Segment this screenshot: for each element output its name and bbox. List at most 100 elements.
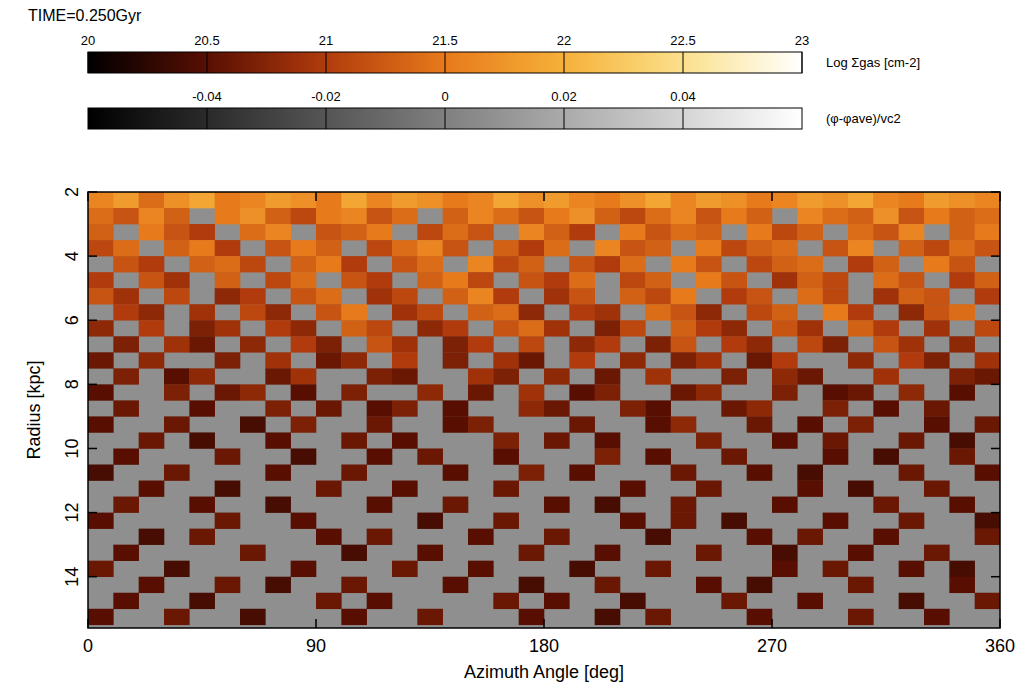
gas-cell — [975, 465, 1000, 481]
gas-cell — [721, 208, 747, 224]
gas-cell — [291, 448, 317, 464]
gas-cell — [493, 368, 519, 384]
y-tick-right — [991, 512, 1000, 514]
gas-cell — [645, 288, 671, 304]
gas-cell — [519, 272, 545, 288]
colorbar-tick-label: 20 — [81, 33, 95, 48]
gas-cell — [797, 368, 823, 384]
gas-cell — [316, 192, 342, 208]
gas-cell — [164, 384, 190, 400]
gas-cell — [671, 256, 697, 272]
gas-cell — [899, 304, 925, 320]
gas-cell — [367, 320, 393, 336]
gas-cell — [215, 448, 241, 464]
colorbar-tick — [564, 52, 565, 73]
gas-cell — [392, 192, 418, 208]
gas-cell — [899, 192, 925, 208]
gas-cell — [240, 545, 266, 561]
gas-cell — [493, 320, 519, 336]
gas-cell — [215, 320, 241, 336]
gas-cell — [595, 256, 621, 272]
gas-cell — [88, 208, 114, 224]
gas-cell — [873, 288, 899, 304]
gas-cell — [797, 593, 823, 609]
gas-cell — [417, 304, 443, 320]
gas-cell — [164, 272, 190, 288]
gas-cell — [949, 256, 975, 272]
gas-cell — [417, 272, 443, 288]
gas-cell — [291, 561, 317, 577]
gas-cell — [468, 384, 494, 400]
gas-cell — [569, 416, 595, 432]
gas-cell — [899, 272, 925, 288]
y-tick — [88, 384, 97, 386]
gas-cell — [924, 609, 950, 625]
gas-cell — [265, 304, 291, 320]
gas-cell — [848, 384, 874, 400]
gas-cell — [975, 593, 1000, 609]
gas-cell — [747, 240, 773, 256]
gas-cell — [443, 497, 469, 513]
gas-cell — [164, 368, 190, 384]
gas-cell — [164, 465, 190, 481]
x-tick — [315, 619, 317, 628]
gas-cell — [265, 224, 291, 240]
gas-cell — [113, 593, 139, 609]
gas-cell — [493, 208, 519, 224]
colorbar-tick-label: 20.5 — [194, 33, 219, 48]
gas-cell — [443, 400, 469, 416]
gas-cell — [823, 272, 849, 288]
colorbar-tick — [683, 52, 684, 73]
gas-cell — [544, 400, 570, 416]
gas-cell — [544, 320, 570, 336]
gas-cell — [595, 384, 621, 400]
gas-cell — [215, 288, 241, 304]
y-tick — [88, 255, 97, 257]
y-tick — [88, 448, 97, 450]
gas-cell — [747, 465, 773, 481]
colorbar-tick-label: 22 — [557, 33, 571, 48]
gas-cell — [620, 192, 646, 208]
gas-cell — [367, 368, 393, 384]
gas-cell — [772, 320, 798, 336]
colorbar-tick-label: -0.02 — [311, 89, 341, 104]
gas-cell — [797, 224, 823, 240]
gas-cell — [493, 192, 519, 208]
gas-cell — [899, 561, 925, 577]
gas-cell — [417, 384, 443, 400]
gas-cell — [544, 432, 570, 448]
gas-cell — [544, 593, 570, 609]
gas-cell — [899, 240, 925, 256]
gas-cell — [316, 288, 342, 304]
x-tick-label: 270 — [757, 636, 787, 656]
gas-cell — [189, 256, 215, 272]
y-tick — [88, 576, 97, 578]
gas-cell — [620, 240, 646, 256]
title: TIME=0.250Gyr — [28, 7, 142, 24]
gas-cell — [443, 577, 469, 593]
gas-cell — [189, 497, 215, 513]
gas-cell — [215, 513, 241, 529]
gas-cell — [949, 384, 975, 400]
gas-cell — [797, 481, 823, 497]
gas-cell — [164, 609, 190, 625]
gas-cell — [417, 320, 443, 336]
gas-cell — [240, 208, 266, 224]
gas-cell — [671, 416, 697, 432]
gas-cell — [899, 432, 925, 448]
colorbar-tick — [445, 108, 446, 129]
gas-cell — [341, 432, 367, 448]
gas-cell — [417, 240, 443, 256]
gas-cell — [113, 336, 139, 352]
gas-cell — [519, 256, 545, 272]
gas-cell — [316, 208, 342, 224]
gas-cell — [392, 481, 418, 497]
gas-cell — [772, 256, 798, 272]
gas-cell — [544, 224, 570, 240]
x-tick-label: 180 — [529, 636, 559, 656]
gas-cell — [367, 208, 393, 224]
gas-cell — [721, 400, 747, 416]
gas-cell — [341, 208, 367, 224]
y-tick-label: 2 — [62, 187, 82, 197]
colorbar-tick-label: 0.02 — [551, 89, 576, 104]
